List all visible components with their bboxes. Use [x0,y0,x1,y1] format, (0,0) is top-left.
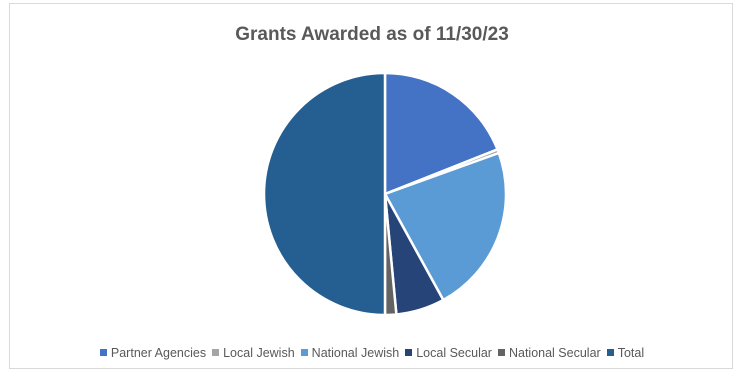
legend-label: National Secular [508,346,601,360]
chart-title: Grants Awarded as of 11/30/23 [235,24,509,45]
legend-swatch [606,349,614,357]
legend-swatch [300,349,308,357]
legend-item: National Secular [497,346,601,360]
legend-item: National Jewish [300,346,400,360]
pie-slice-national-jewish [383,151,508,302]
legend-label: National Jewish [311,346,400,360]
pie-chart [262,71,508,317]
chart-legend: Partner Agencies Local Jewish National Jew… [10,346,734,360]
pie-slice-total [262,71,387,317]
legend-label: Local Jewish [223,346,295,360]
legend-swatch [212,349,220,357]
legend-label: Total [617,346,645,360]
legend-swatch [405,349,413,357]
legend-label: Local Secular [416,346,492,360]
legend-item: Local Secular [405,346,492,360]
legend-item: Partner Agencies [99,346,207,360]
legend-item: Total [606,346,645,360]
pie-slice-partner-agencies [383,71,499,196]
legend-swatch [99,349,107,357]
chart-area: Grants Awarded as of 11/30/23 Partner Ag… [9,3,733,369]
legend-swatch [497,349,505,357]
legend-label: Partner Agencies [110,346,207,360]
legend-item: Local Jewish [212,346,295,360]
